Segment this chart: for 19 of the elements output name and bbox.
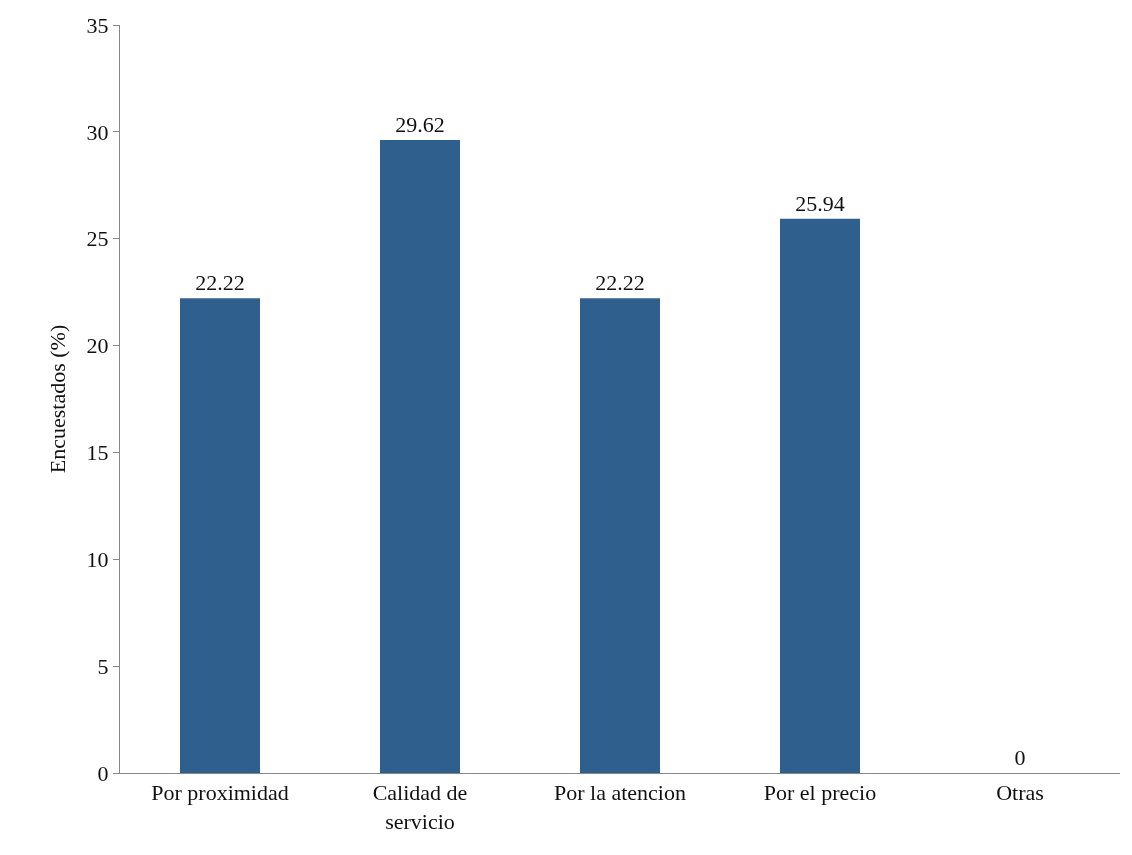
data-label: 22.22 bbox=[195, 270, 245, 296]
y-tick-label: 5 bbox=[97, 653, 109, 679]
x-tick-label: Otras bbox=[996, 780, 1044, 806]
x-tick-label: Por el precio bbox=[763, 780, 877, 806]
y-tick-label: 20 bbox=[86, 333, 109, 359]
y-tick-label: 0 bbox=[97, 760, 109, 786]
y-tick-label: 30 bbox=[86, 119, 109, 145]
x-tick-label: Calidad de servicio bbox=[372, 780, 468, 834]
data-label: 0 bbox=[1014, 745, 1026, 770]
x-tick-label: Por proximidad bbox=[151, 780, 289, 806]
y-tick-label: 25 bbox=[86, 226, 109, 252]
y-tick-label: 15 bbox=[86, 440, 109, 466]
data-label: 25.94 bbox=[795, 190, 845, 216]
y-tick-label: 10 bbox=[86, 546, 109, 572]
data-label: 29.62 bbox=[395, 111, 445, 137]
y-axis-title: Encuestados (%) bbox=[45, 324, 71, 474]
data-label: 22.22 bbox=[595, 270, 645, 296]
y-tick-label: 35 bbox=[86, 12, 109, 38]
x-tick-label: Por la atencion bbox=[554, 780, 686, 806]
